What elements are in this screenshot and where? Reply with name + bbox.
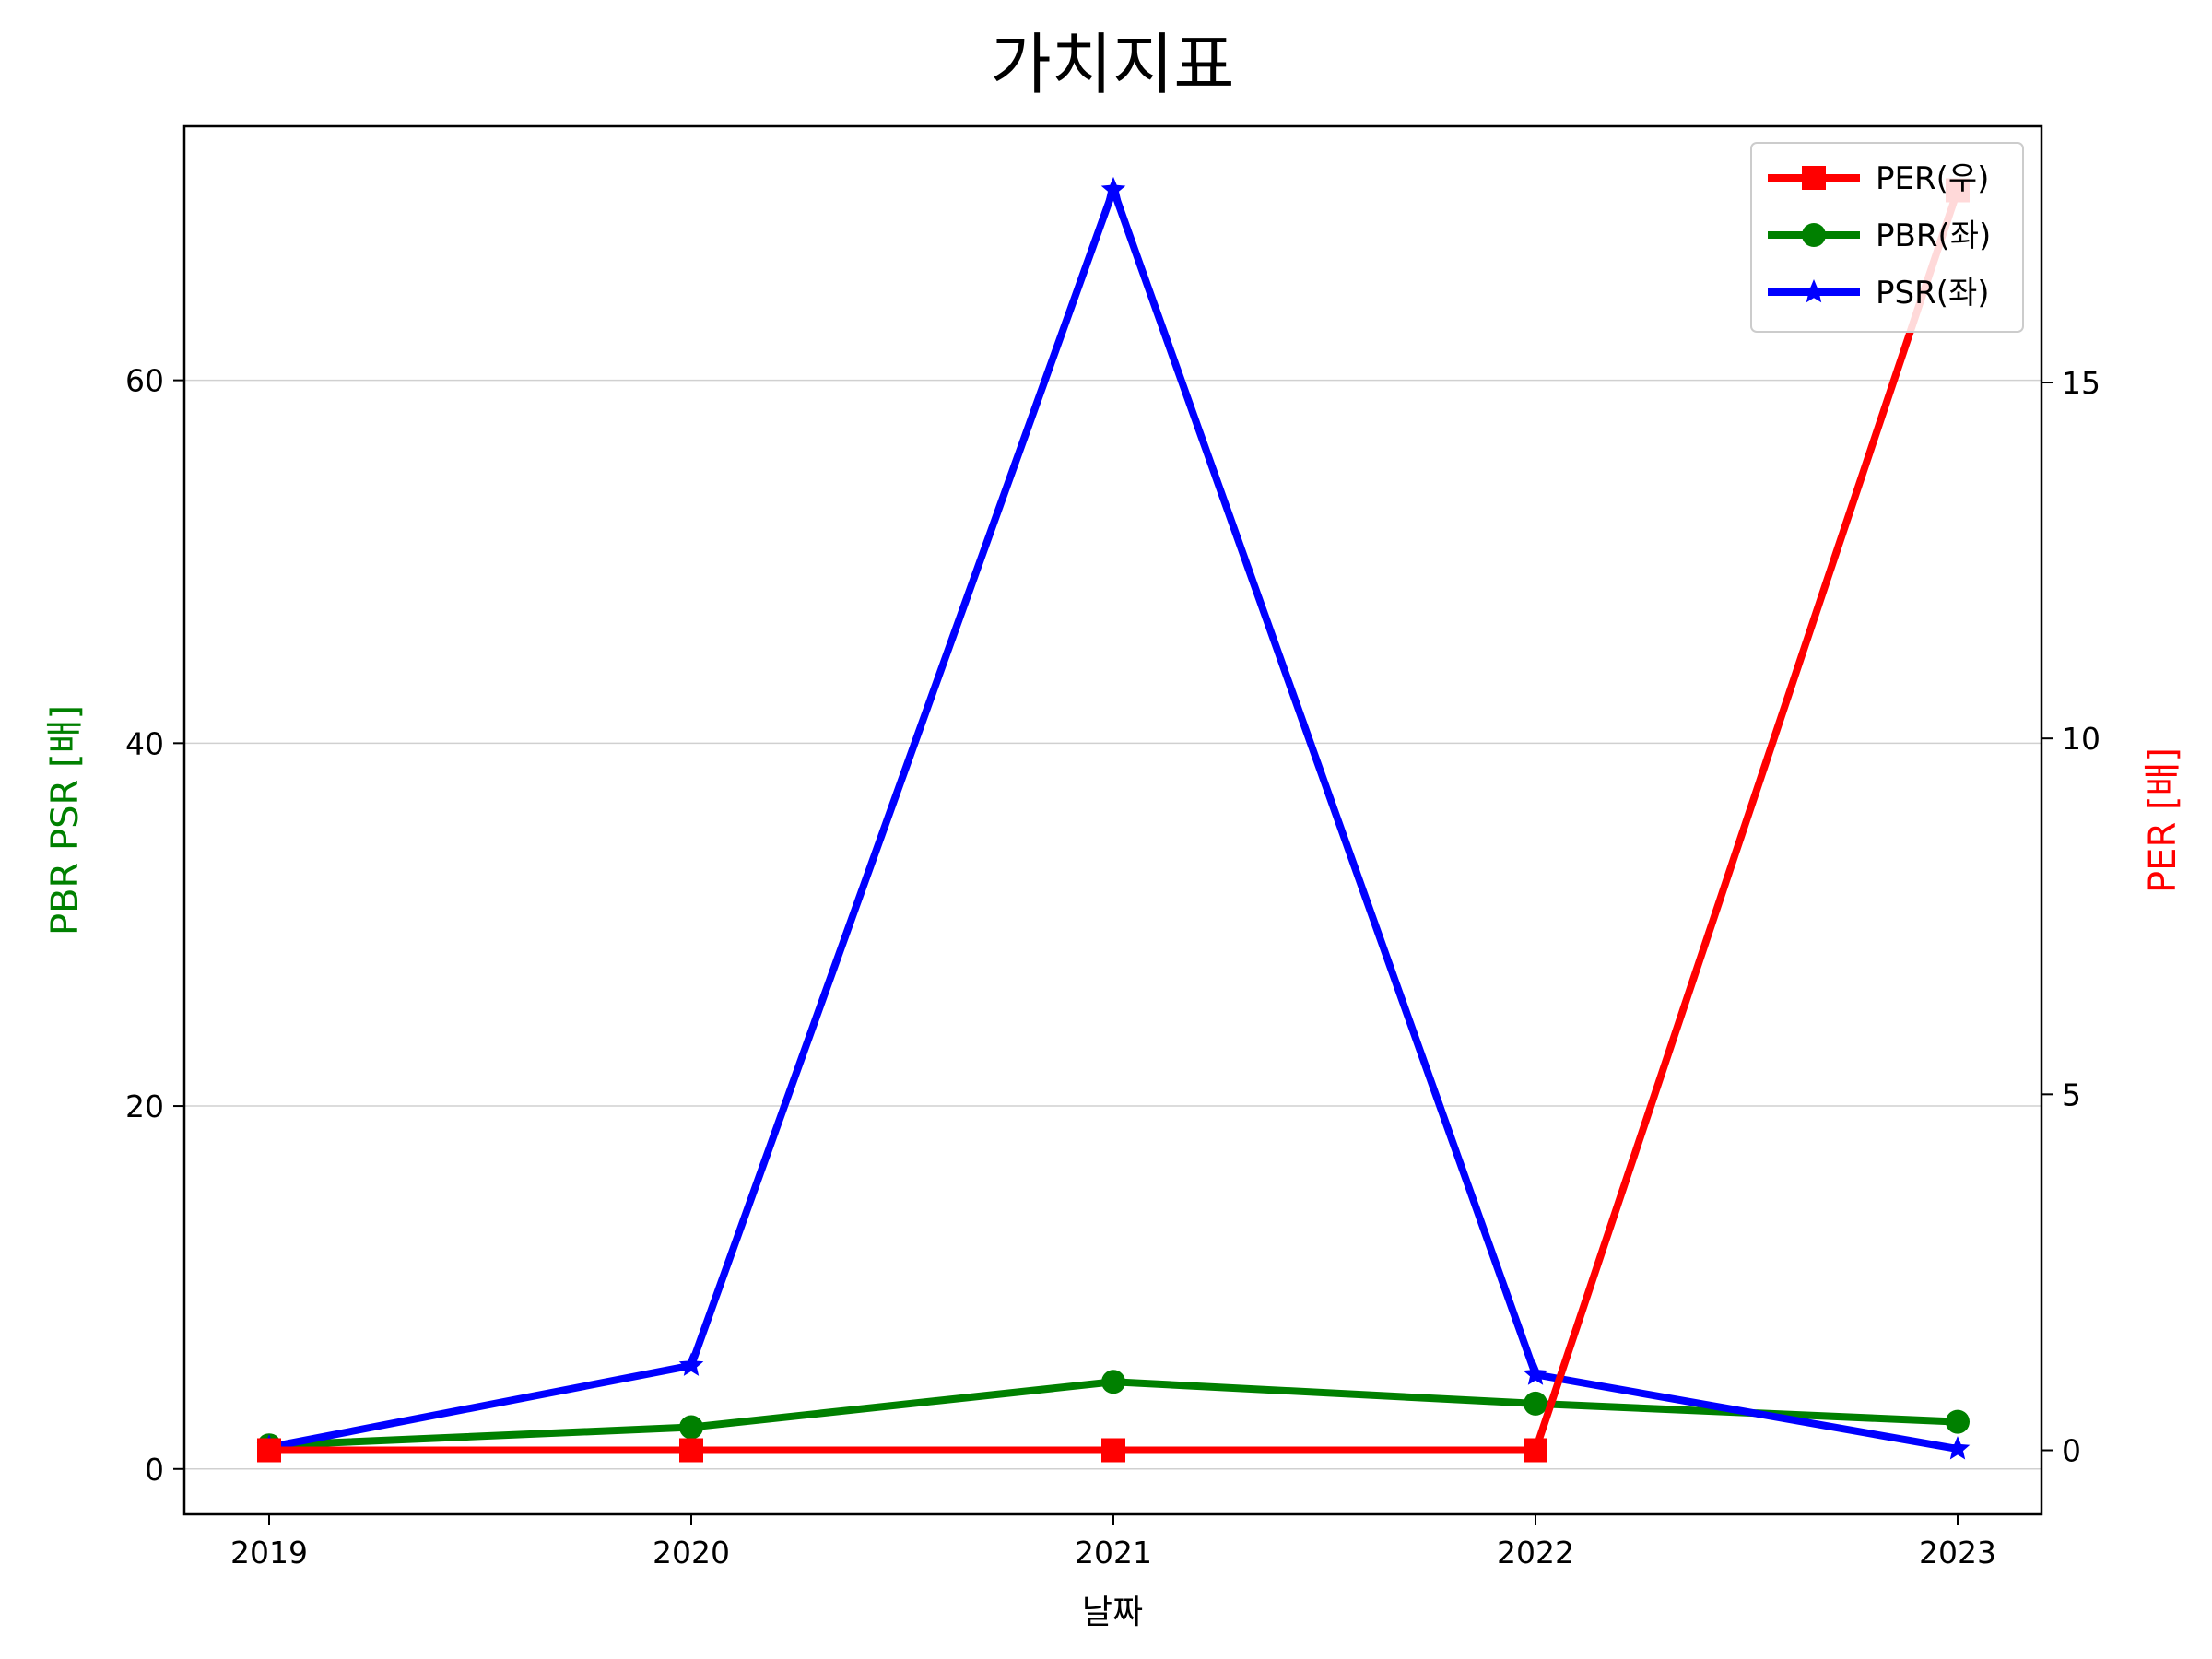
data-point (679, 1415, 703, 1440)
data-point (1523, 1361, 1548, 1385)
data-point (679, 1438, 703, 1463)
legend-label: PBR(좌) (1876, 218, 1991, 254)
y-right-tick-label: 5 (2062, 1077, 2081, 1112)
plot-area (182, 124, 2043, 1516)
grid-layer (184, 379, 2041, 1470)
legend: PER(우) PBR(좌) PSR(좌) (1750, 142, 2024, 333)
x-axis-label: 날짜 (1082, 1594, 1143, 1631)
legend-item: PER(우) (1768, 160, 1989, 197)
legend-item: PSR(좌) (1768, 275, 1990, 312)
x-tick-label: 2022 (1497, 1535, 1574, 1571)
data-point (1101, 1370, 1125, 1394)
y-left-tick-label: 60 (125, 363, 164, 399)
legend-marker (1802, 223, 1826, 247)
series-line (268, 179, 1959, 1453)
data-point (1101, 1438, 1125, 1463)
legend-label: PER(우) (1876, 160, 1989, 197)
data-point (257, 1438, 281, 1463)
legend-marker (1801, 279, 1827, 303)
series-line (269, 189, 1961, 1454)
x-tick-label: 2021 (1075, 1535, 1152, 1571)
legend-item: PBR(좌) (1768, 218, 1991, 254)
x-tick-label: 2023 (1919, 1535, 1996, 1571)
y-left-tick-label: 20 (125, 1088, 164, 1124)
y-axis-label-left: PBR PSR [배] (44, 705, 87, 935)
y-right-tick-label: 10 (2062, 721, 2100, 757)
legend-box (1750, 142, 2024, 333)
x-tick-label: 2019 (230, 1535, 308, 1571)
y-axis-label-right: PER [배] (2142, 747, 2184, 893)
legend-marker (1802, 166, 1826, 190)
data-point (1524, 1438, 1547, 1463)
series-PER(우) (257, 178, 1970, 1463)
data-point (1100, 176, 1126, 201)
y-right-tick-label: 15 (2062, 365, 2100, 401)
chart-title: 가치지표 (991, 26, 1235, 103)
y-right-tick-label: 0 (2062, 1432, 2081, 1468)
series-PSR(좌) (256, 176, 1971, 1460)
data-point (678, 1352, 704, 1376)
data-point (1524, 1391, 1547, 1416)
data-point (1945, 1436, 1971, 1460)
y-left-tick-label: 40 (125, 725, 164, 761)
data-point (1946, 1409, 1970, 1434)
axis-layer: 0 20 40 60 0 5 10 15 2019 2020 2021 2022 2023 (125, 363, 2100, 1571)
legend-label: PSR(좌) (1876, 275, 1990, 312)
series-layer (256, 176, 1971, 1463)
y-left-tick-label: 0 (145, 1452, 164, 1488)
x-tick-label: 2020 (653, 1535, 730, 1571)
